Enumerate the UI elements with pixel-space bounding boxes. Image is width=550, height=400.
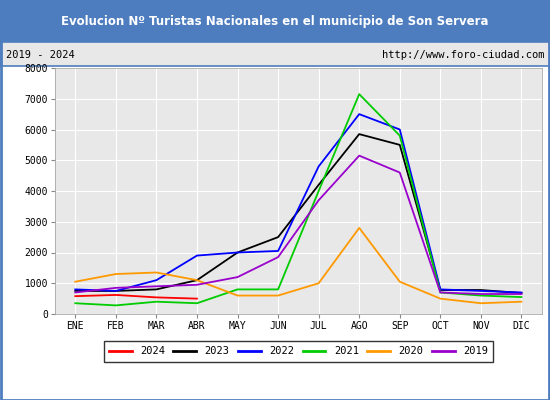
- Legend: 2024, 2023, 2022, 2021, 2020, 2019: 2024, 2023, 2022, 2021, 2020, 2019: [103, 341, 493, 362]
- Text: 2019 - 2024: 2019 - 2024: [6, 50, 74, 60]
- Text: Evolucion Nº Turistas Nacionales en el municipio de Son Servera: Evolucion Nº Turistas Nacionales en el m…: [61, 14, 489, 28]
- Text: http://www.foro-ciudad.com: http://www.foro-ciudad.com: [382, 50, 544, 60]
